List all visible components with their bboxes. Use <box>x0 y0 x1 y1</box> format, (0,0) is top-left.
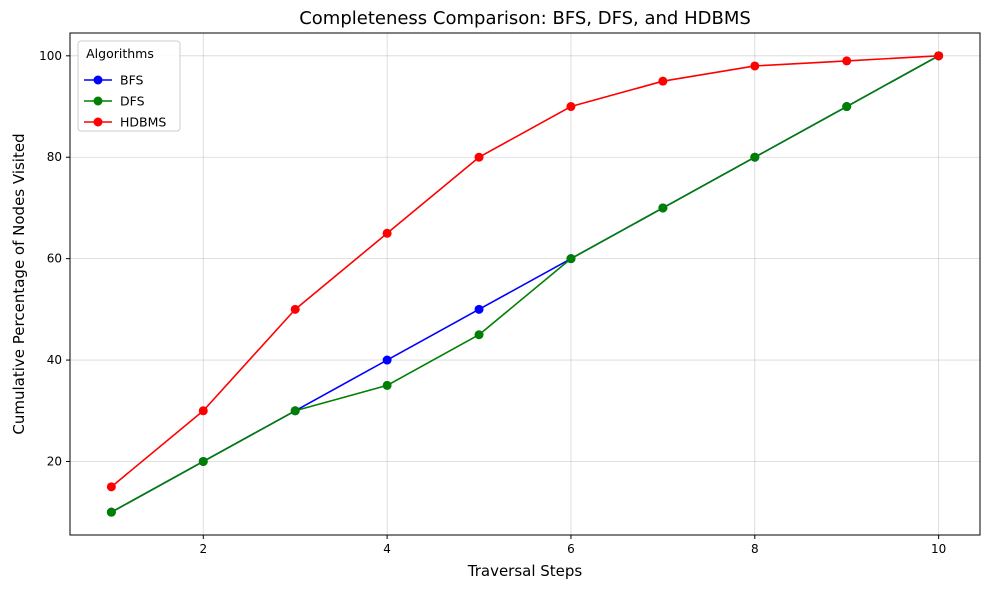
series-line-hdbms <box>110 55 939 488</box>
chart-title: Completeness Comparison: BFS, DFS, and H… <box>299 8 751 29</box>
plot-frame <box>69 32 981 536</box>
y-tick-label: 40 <box>47 353 62 367</box>
legend-box <box>77 40 181 132</box>
data-point-bfs <box>382 355 392 365</box>
data-point-hdbms <box>290 304 300 314</box>
legend-entries: BFS DFS HDBMS <box>84 73 166 130</box>
y-tick-label: 60 <box>47 252 62 266</box>
data-point-hdbms <box>566 102 576 112</box>
grid <box>70 33 980 535</box>
data-point-hdbms <box>750 61 760 71</box>
y-tick-label: 20 <box>47 454 62 468</box>
data-point-dfs <box>566 254 576 264</box>
x-tick-label: 2 <box>199 542 207 556</box>
data-point-dfs <box>750 152 760 162</box>
series-layer <box>106 51 944 517</box>
y-tick-label: 100 <box>39 49 62 63</box>
data-point-hdbms <box>106 482 116 492</box>
data-point-dfs <box>474 330 484 340</box>
x-tick-label: 10 <box>931 542 946 556</box>
legend-title: Algorithms <box>86 46 154 61</box>
legend-label: DFS <box>120 94 145 109</box>
data-point-dfs <box>106 507 116 517</box>
x-tick-label: 4 <box>383 542 391 556</box>
x-tick-label: 8 <box>751 542 759 556</box>
legend-label: HDBMS <box>120 115 166 130</box>
data-point-dfs <box>382 380 392 390</box>
data-point-dfs <box>290 406 300 416</box>
data-point-dfs <box>198 456 208 466</box>
data-point-bfs <box>474 304 484 314</box>
data-point-hdbms <box>934 51 944 61</box>
legend-entry-dfs: DFS <box>84 94 145 109</box>
legend-swatch-marker <box>93 96 103 106</box>
data-point-hdbms <box>658 76 668 86</box>
series-line-dfs <box>110 55 940 513</box>
data-point-dfs <box>842 102 852 112</box>
legend-entry-bfs: BFS <box>84 73 144 88</box>
legend-entry-hdbms: HDBMS <box>84 115 166 130</box>
legend-swatch-marker <box>93 117 103 127</box>
legend: Algorithms BFS DFS HDBMS <box>77 40 181 132</box>
y-axis-label: Cumulative Percentage of Nodes Visited <box>10 133 28 434</box>
y-tick-label: 80 <box>47 150 62 164</box>
data-point-hdbms <box>382 228 392 238</box>
legend-swatch-marker <box>93 75 103 85</box>
x-tick-label: 6 <box>567 542 575 556</box>
x-axis-label: Traversal Steps <box>467 562 583 580</box>
data-point-hdbms <box>198 406 208 416</box>
data-point-hdbms <box>474 152 484 162</box>
ticks: 2 4 6 8 10 20 40 60 80 100 <box>39 49 946 556</box>
data-point-hdbms <box>842 56 852 66</box>
series-hdbms <box>106 51 944 492</box>
data-point-dfs <box>658 203 668 213</box>
legend-label: BFS <box>120 73 144 88</box>
